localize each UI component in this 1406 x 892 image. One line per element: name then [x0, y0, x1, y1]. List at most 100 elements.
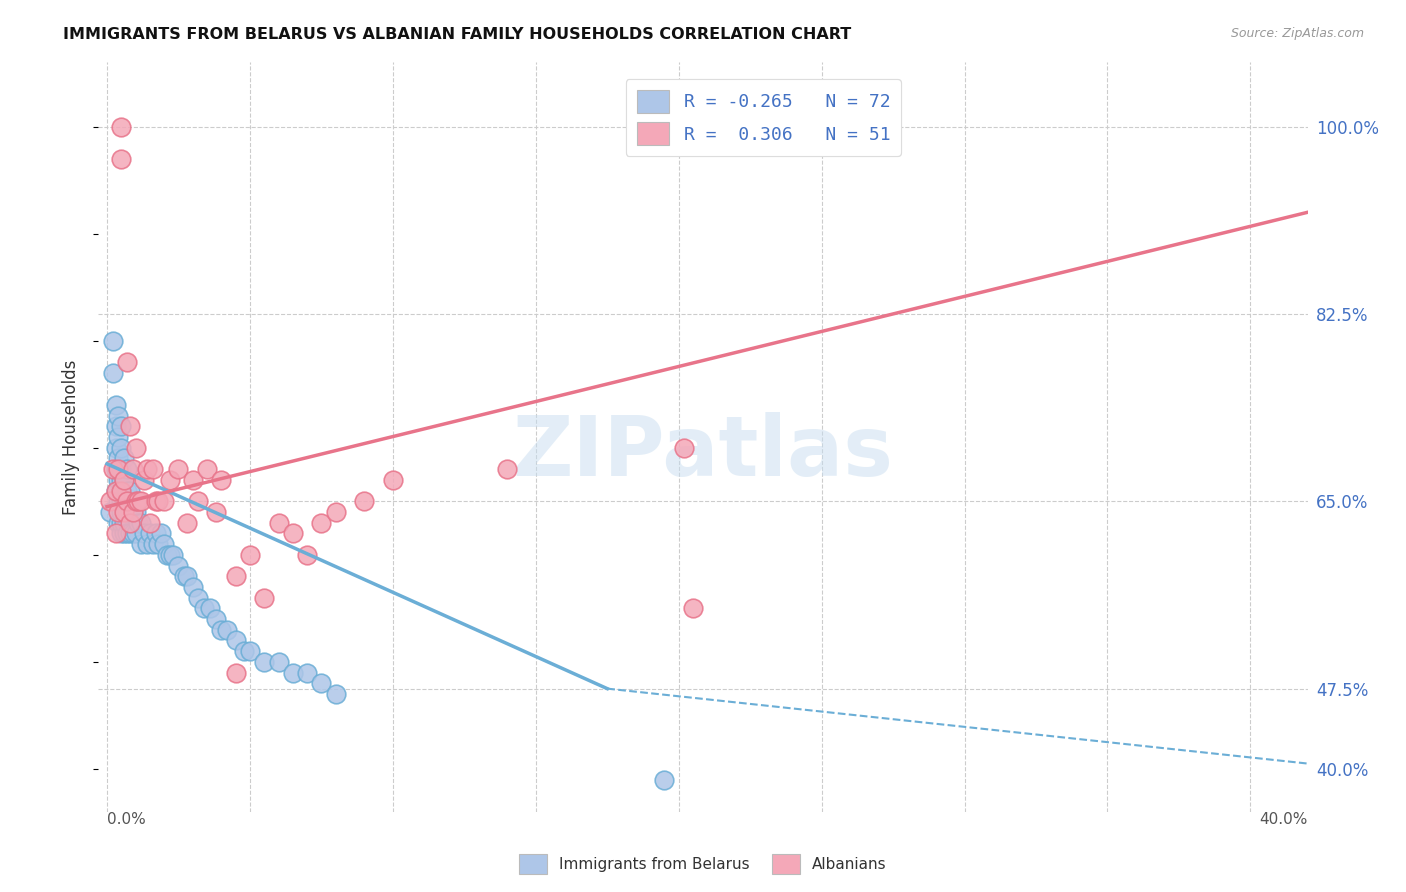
Text: IMMIGRANTS FROM BELARUS VS ALBANIAN FAMILY HOUSEHOLDS CORRELATION CHART: IMMIGRANTS FROM BELARUS VS ALBANIAN FAMI… — [63, 27, 852, 42]
Point — [225, 633, 247, 648]
Point — [107, 505, 129, 519]
Point — [267, 655, 290, 669]
Point — [142, 537, 165, 551]
Point — [148, 537, 170, 551]
Point — [107, 494, 129, 508]
Point — [107, 409, 129, 423]
Point — [104, 483, 127, 498]
Point — [209, 623, 232, 637]
Point — [267, 516, 290, 530]
Point — [110, 441, 132, 455]
Point — [118, 483, 141, 498]
Point — [110, 419, 132, 434]
Point — [167, 462, 190, 476]
Point — [181, 580, 204, 594]
Point — [124, 441, 146, 455]
Point — [136, 537, 159, 551]
Point — [104, 419, 127, 434]
Point — [253, 591, 276, 605]
Point — [239, 644, 262, 658]
Point — [115, 462, 138, 476]
Point — [115, 526, 138, 541]
Point — [673, 441, 696, 455]
Point — [124, 505, 146, 519]
Point — [281, 526, 304, 541]
Point — [112, 473, 135, 487]
Point — [110, 473, 132, 487]
Point — [148, 494, 170, 508]
Point — [145, 494, 167, 508]
Point — [153, 537, 176, 551]
Point — [215, 623, 238, 637]
Point — [118, 419, 141, 434]
Point — [127, 494, 149, 508]
Point — [110, 152, 132, 166]
Text: Source: ZipAtlas.com: Source: ZipAtlas.com — [1230, 27, 1364, 40]
Point — [281, 665, 304, 680]
Point — [112, 516, 135, 530]
Point — [159, 473, 181, 487]
Point — [295, 665, 318, 680]
Text: 0.0%: 0.0% — [107, 812, 146, 827]
Point — [225, 665, 247, 680]
Point — [153, 494, 176, 508]
Point — [124, 526, 146, 541]
Point — [353, 494, 375, 508]
Point — [209, 473, 232, 487]
Text: ZIPatlas: ZIPatlas — [513, 411, 893, 492]
Point — [107, 430, 129, 444]
Point — [198, 601, 221, 615]
Point — [195, 462, 218, 476]
Point — [134, 526, 156, 541]
Point — [98, 494, 121, 508]
Point — [134, 473, 156, 487]
Legend: R = -0.265   N = 72, R =  0.306   N = 51: R = -0.265 N = 72, R = 0.306 N = 51 — [626, 79, 901, 156]
Point — [156, 548, 179, 562]
Point — [112, 473, 135, 487]
Point — [104, 462, 127, 476]
Point — [104, 398, 127, 412]
Point — [104, 441, 127, 455]
Point — [129, 516, 152, 530]
Point — [110, 526, 132, 541]
Point — [115, 483, 138, 498]
Point — [104, 526, 127, 541]
Point — [121, 505, 143, 519]
Point — [118, 505, 141, 519]
Point — [173, 569, 195, 583]
Point — [142, 462, 165, 476]
Point — [121, 526, 143, 541]
Point — [233, 644, 256, 658]
Point — [311, 516, 333, 530]
Point — [110, 120, 132, 134]
Point — [115, 505, 138, 519]
Point — [187, 494, 209, 508]
Point — [311, 676, 333, 690]
Point — [107, 462, 129, 476]
Point — [112, 505, 135, 519]
Point — [112, 526, 135, 541]
Point — [139, 516, 162, 530]
Point — [110, 494, 132, 508]
Point — [104, 483, 127, 498]
Point — [101, 366, 124, 380]
Point — [295, 548, 318, 562]
Point — [193, 601, 215, 615]
Point — [136, 462, 159, 476]
Point — [124, 494, 146, 508]
Point — [239, 548, 262, 562]
Point — [167, 558, 190, 573]
Point — [110, 505, 132, 519]
Point — [187, 591, 209, 605]
Point — [253, 655, 276, 669]
Point — [682, 601, 704, 615]
Point — [112, 451, 135, 466]
Y-axis label: Family Households: Family Households — [62, 359, 80, 515]
Point — [150, 526, 173, 541]
Point — [225, 569, 247, 583]
Point — [110, 483, 132, 498]
Point — [129, 537, 152, 551]
Point — [115, 494, 138, 508]
Point — [204, 612, 226, 626]
Point — [107, 473, 129, 487]
